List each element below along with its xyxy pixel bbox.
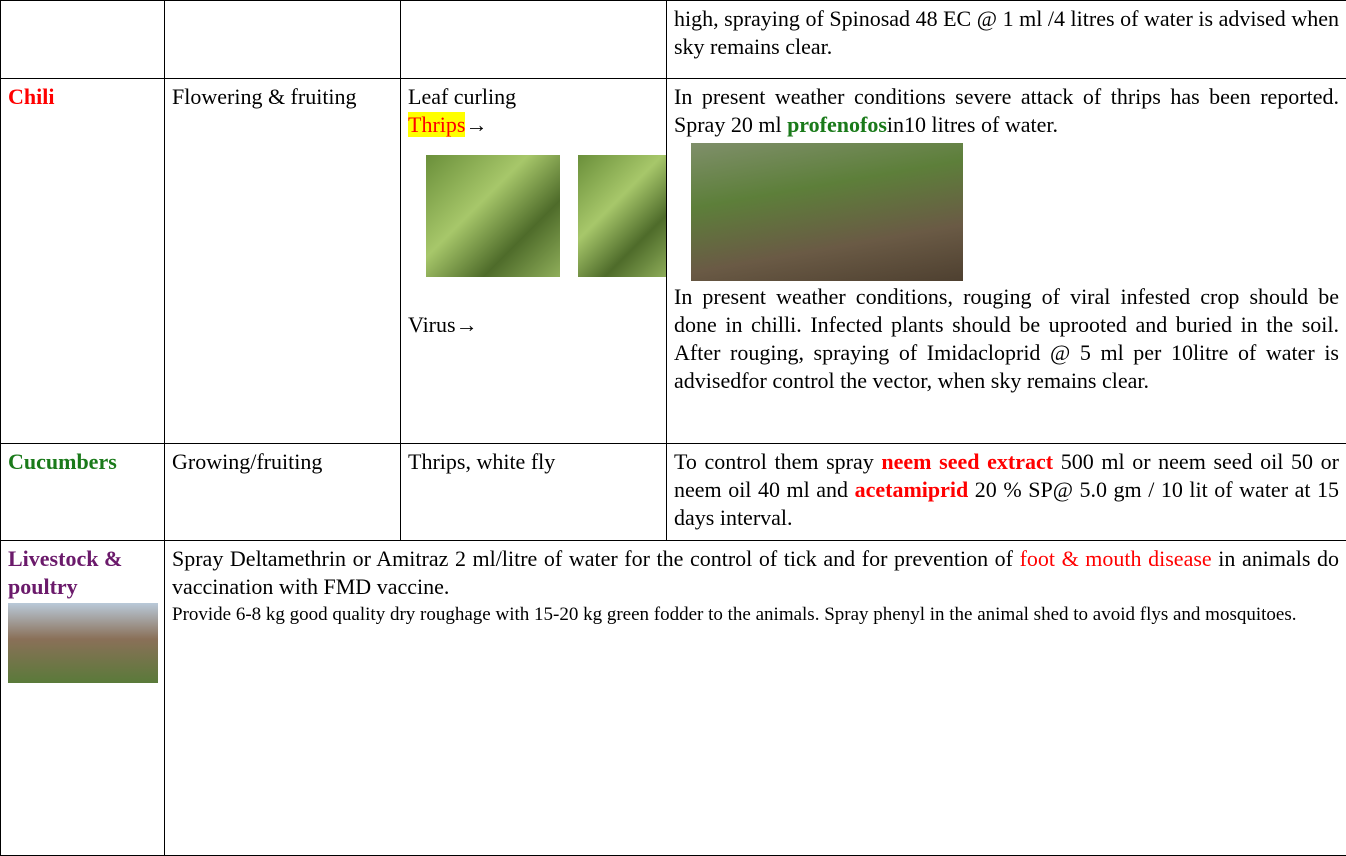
- photo: [426, 155, 560, 277]
- image-group: [408, 149, 659, 289]
- row: Chili Flowering & fruiting Leaf curling …: [1, 79, 1346, 444]
- advisory-cell: To control them spray neem seed extract …: [667, 444, 1346, 541]
- pest-text: Virus→: [408, 311, 659, 339]
- pest-cell: Leaf curling Thrips→ Virus→: [401, 79, 667, 444]
- row: Cucumbers Growing/fruiting Thrips, white…: [1, 444, 1346, 541]
- advisory-text: To control them spray: [674, 449, 881, 474]
- cell: [165, 1, 401, 79]
- advisory-table: high, spraying of Spinosad 48 EC @ 1 ml …: [0, 0, 1346, 856]
- advisory-cell: In present weather conditions severe att…: [667, 79, 1346, 444]
- advisory-text: in10 litres of water.: [887, 112, 1058, 137]
- photo: [8, 603, 158, 683]
- cell: high, spraying of Spinosad 48 EC @ 1 ml …: [667, 1, 1346, 79]
- chemical: acetamiprid: [855, 477, 969, 502]
- chemical: neem seed extract: [881, 449, 1053, 474]
- disease: foot & mouth disease: [1020, 546, 1212, 571]
- advisory-cell: Spray Deltamethrin or Amitraz 2 ml/litre…: [165, 541, 1346, 856]
- pest-highlight: Thrips: [408, 112, 465, 137]
- chemical: profenofos: [787, 112, 887, 137]
- crop-name: Livestock & poultry: [8, 545, 157, 601]
- row: high, spraying of Spinosad 48 EC @ 1 ml …: [1, 1, 1346, 79]
- stage-cell: Growing/fruiting: [165, 444, 401, 541]
- stage-cell: Flowering & fruiting: [165, 79, 401, 444]
- cell: [1, 1, 165, 79]
- photo: [578, 155, 667, 277]
- pest-text: Leaf curling: [408, 83, 659, 111]
- crop-cell: Chili: [1, 79, 165, 444]
- advisory-text: In present weather conditions, rouging o…: [674, 284, 1339, 393]
- arrow: →: [465, 112, 487, 137]
- advisory-text: Provide 6-8 kg good quality dry roughage…: [172, 604, 1297, 625]
- crop-cell: Cucumbers: [1, 444, 165, 541]
- crop-cell: Livestock & poultry: [1, 541, 165, 856]
- cell: [401, 1, 667, 79]
- photo: [691, 143, 963, 281]
- advisory-text: Spray Deltamethrin or Amitraz 2 ml/litre…: [172, 546, 1020, 571]
- pest-cell: Thrips, white fly: [401, 444, 667, 541]
- advisory-text: high, spraying of Spinosad 48 EC @ 1 ml …: [674, 6, 1339, 59]
- row: Livestock & poultry Spray Deltamethrin o…: [1, 541, 1346, 856]
- page: high, spraying of Spinosad 48 EC @ 1 ml …: [0, 0, 1346, 855]
